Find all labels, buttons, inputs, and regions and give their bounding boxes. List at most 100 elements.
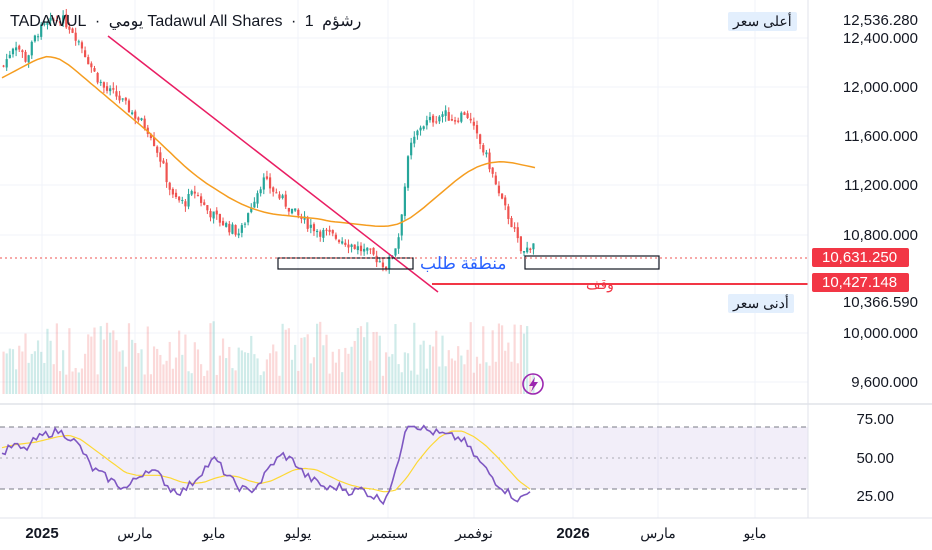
candle-body xyxy=(115,91,118,97)
candle-body xyxy=(43,23,46,25)
volume-bar xyxy=(315,323,319,394)
volume-bar xyxy=(457,346,460,394)
candle-body xyxy=(513,227,516,229)
candle-body xyxy=(463,112,466,115)
volume-bar xyxy=(475,356,479,394)
volume-bar xyxy=(504,350,507,394)
candle-body xyxy=(253,201,256,208)
volume-bar xyxy=(359,326,363,394)
volume-bar xyxy=(137,353,140,394)
candle-body xyxy=(507,206,510,219)
candle-body xyxy=(250,207,253,213)
demand-zone-label[interactable]: منطقة طلب xyxy=(420,254,507,273)
candle-body xyxy=(397,237,400,249)
stop-label[interactable]: وقف xyxy=(586,276,614,292)
volume-bar xyxy=(5,353,8,394)
volume-bar xyxy=(337,349,341,394)
candle-body xyxy=(526,247,529,253)
candle-body xyxy=(152,137,156,147)
candle-body xyxy=(457,120,460,122)
volume-bar xyxy=(290,359,294,394)
candle-body xyxy=(18,45,21,50)
title-separator: · xyxy=(94,13,101,30)
time-tick: يوليو xyxy=(284,525,312,541)
candle-body xyxy=(344,242,347,245)
candle-body xyxy=(410,142,413,156)
price-tick: 10,800.000 xyxy=(842,227,918,244)
volume-bar xyxy=(284,329,287,394)
volume-bar xyxy=(184,334,187,394)
candle-body xyxy=(221,221,225,226)
candle-body xyxy=(90,63,93,68)
candle-body xyxy=(131,112,134,115)
candle-body xyxy=(187,194,190,207)
candle-body xyxy=(278,194,281,199)
volume-bar xyxy=(36,340,40,394)
candle-body xyxy=(2,65,5,67)
candle-body xyxy=(479,134,482,144)
candle-body xyxy=(184,201,187,207)
candle-body xyxy=(366,247,369,251)
volume-bar xyxy=(231,368,234,394)
candle-body xyxy=(30,41,33,56)
candle-body xyxy=(444,110,447,116)
candle-body xyxy=(109,88,112,92)
volume-bar xyxy=(165,360,168,394)
volume-bar xyxy=(331,351,334,394)
candle-body xyxy=(500,193,504,199)
candle-body xyxy=(215,210,218,215)
moving-average-line xyxy=(1,55,536,227)
volume-bar xyxy=(199,364,203,394)
lightning-icon[interactable] xyxy=(522,373,544,395)
volume-bar xyxy=(71,371,74,394)
volume-bar xyxy=(519,324,522,394)
candle-body xyxy=(510,218,513,228)
symbol-label[interactable]: TADAWUL xyxy=(10,13,87,30)
volume-bar xyxy=(472,372,475,394)
volume-bar xyxy=(375,331,378,394)
volume-bar xyxy=(149,374,153,394)
volume-bar xyxy=(325,334,328,394)
candle-body xyxy=(381,262,385,268)
volume-bar xyxy=(507,342,510,394)
volume-bar xyxy=(394,324,397,394)
chart-title: TADAWUL · يومي Tadawul All Shares · 1 رشؤ… xyxy=(10,11,365,31)
volume-bar xyxy=(344,347,347,394)
candle-body xyxy=(482,145,485,153)
candle-body xyxy=(378,261,381,263)
volume-bar xyxy=(482,326,485,394)
candle-body xyxy=(422,126,425,129)
candle-body xyxy=(46,22,49,25)
candle-body xyxy=(137,117,140,121)
volume-bar xyxy=(391,354,394,394)
time-tick: نوفمبر xyxy=(455,525,493,541)
candle-body xyxy=(99,81,102,83)
volume-bar xyxy=(372,332,375,394)
candle-body xyxy=(375,255,378,263)
time-tick: 2025 xyxy=(25,525,59,542)
demand-zone-box-2[interactable] xyxy=(524,255,660,270)
downtrend-line[interactable] xyxy=(107,35,439,293)
timeframe-label[interactable]: يومي xyxy=(108,13,144,30)
candle-body xyxy=(121,98,124,100)
volume-bar xyxy=(278,375,281,394)
volume-bar xyxy=(463,364,466,394)
candle-body xyxy=(134,111,137,119)
volume-bar xyxy=(55,323,58,394)
candle-body xyxy=(394,248,397,256)
candle-body xyxy=(225,223,228,227)
candle-body xyxy=(372,247,375,255)
volume-bar xyxy=(168,341,171,394)
candle-body xyxy=(275,192,278,194)
candle-body xyxy=(36,36,40,38)
candle-body xyxy=(33,35,37,42)
volume-bar xyxy=(319,321,322,394)
volume-bar xyxy=(209,323,212,394)
volume-bar xyxy=(2,351,5,394)
volume-bar xyxy=(187,371,190,394)
volume-bar xyxy=(225,358,228,394)
candle-body xyxy=(265,176,269,179)
candle-body xyxy=(231,224,234,234)
volume-bar xyxy=(485,362,488,394)
